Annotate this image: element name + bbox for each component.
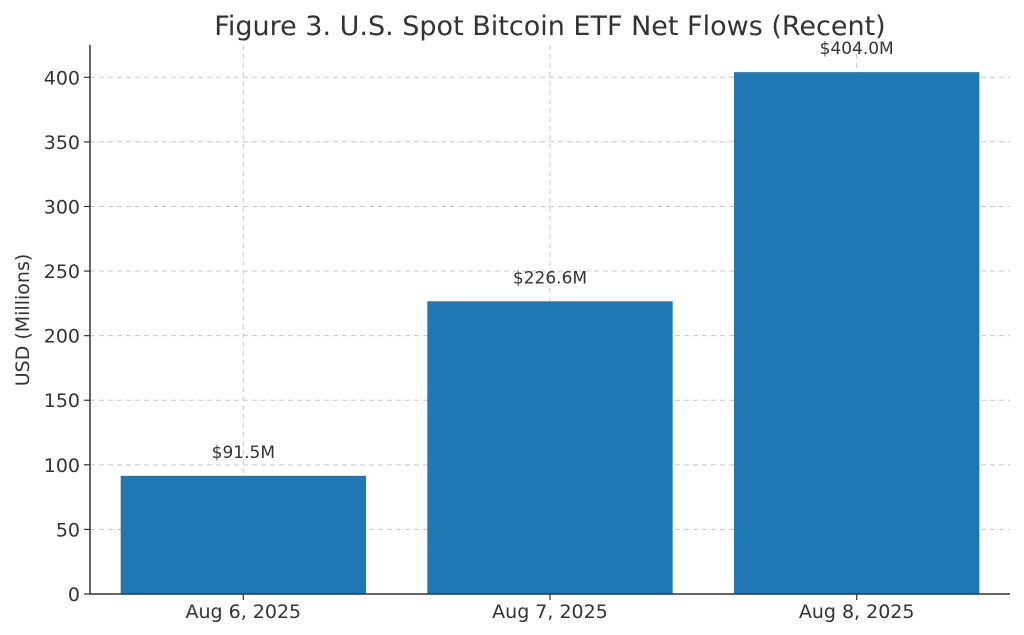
x-tick-label: Aug 8, 2025 (799, 601, 915, 623)
y-axis-label: USD (Millions) (12, 254, 34, 387)
y-tick-label: 250 (44, 261, 80, 283)
data-labels: $91.5M $226.6M $404.0M (212, 39, 894, 463)
x-tick-label: Aug 7, 2025 (492, 601, 608, 623)
y-tick-label: 350 (44, 132, 80, 154)
y-tick-label: 300 (44, 196, 80, 218)
chart-title: Figure 3. U.S. Spot Bitcoin ETF Net Flow… (214, 11, 885, 42)
x-axis-ticks: Aug 6, 2025 Aug 7, 2025 Aug 8, 2025 (185, 594, 915, 623)
x-tick-label: Aug 6, 2025 (185, 601, 301, 623)
bars (120, 72, 980, 594)
y-tick-label: 200 (44, 326, 80, 348)
bar (120, 475, 367, 594)
y-tick-label: 50 (56, 519, 80, 541)
bar (427, 301, 673, 594)
y-tick-label: 150 (44, 390, 80, 412)
y-tick-label: 100 (44, 455, 80, 477)
bar-data-label: $91.5M (212, 443, 275, 463)
bar-data-label: $226.6M (513, 268, 587, 288)
y-tick-label: 0 (68, 584, 80, 606)
y-tick-label: 400 (44, 67, 80, 89)
y-axis-ticks: 0 50 100 150 200 250 300 350 400 (44, 67, 90, 606)
bar-data-label: $404.0M (820, 39, 894, 59)
bar (734, 72, 980, 594)
